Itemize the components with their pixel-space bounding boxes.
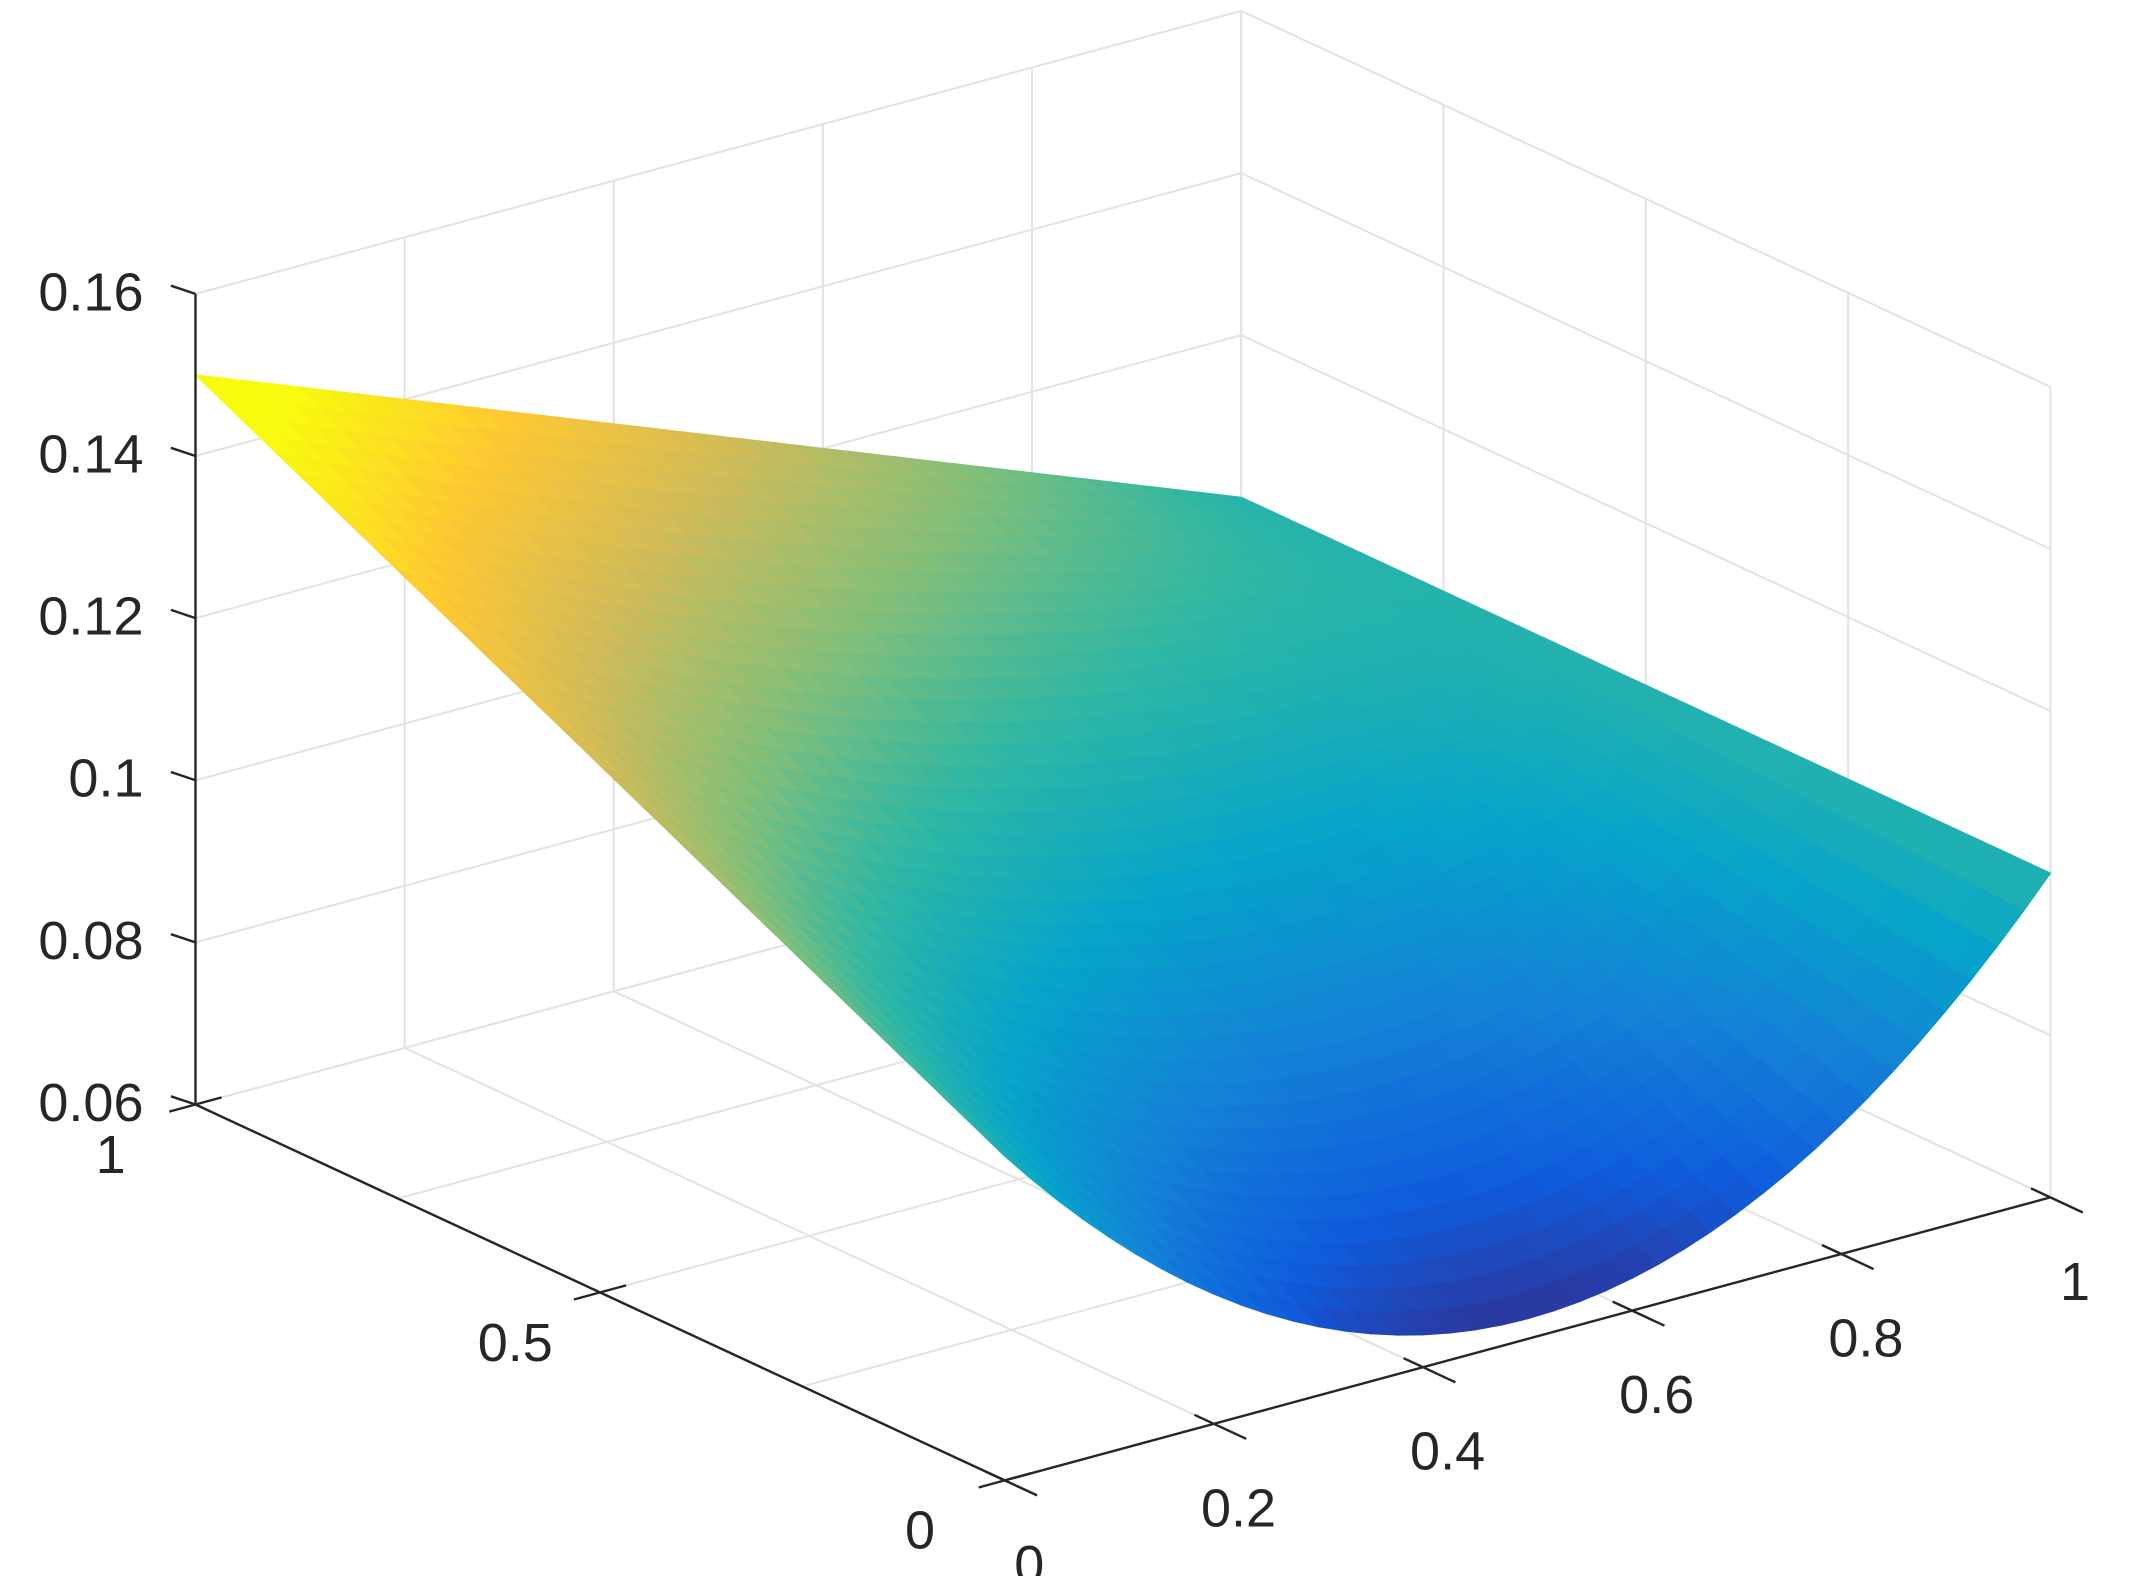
y-tick-label: 1 — [96, 1125, 126, 1185]
y-tick — [168, 1103, 196, 1113]
y-tick-inner — [195, 1096, 222, 1106]
x-tick — [1213, 1422, 1247, 1440]
sidewall-grid-z-5 — [1240, 9, 2051, 388]
x-tick-inner — [1612, 1300, 1633, 1312]
x-tick — [1631, 1309, 1666, 1327]
backwall-grid-z-5 — [195, 9, 1242, 295]
x-tick — [2049, 1196, 2084, 1214]
z-tick — [170, 933, 196, 944]
surface-patch — [2003, 863, 2052, 911]
y-tick-label: 0.5 — [478, 1313, 553, 1373]
x-tick-inner — [1193, 1413, 1215, 1425]
z-tick-label: 0.16 — [38, 262, 143, 322]
y-tick — [573, 1291, 601, 1301]
x-tick-label: 0.8 — [1828, 1309, 1903, 1369]
x-tick-inner — [1403, 1357, 1424, 1369]
z-tick-label: 0.14 — [38, 424, 143, 484]
axes — [168, 284, 2084, 1497]
z-tick-label: 0.08 — [38, 911, 143, 971]
x-tick-inner — [2030, 1187, 2051, 1199]
x-tick-label: 0.4 — [1410, 1422, 1485, 1482]
x-tick-inner — [1821, 1243, 1842, 1256]
x-tick-inner — [984, 1470, 1006, 1482]
y-tick-inner — [599, 1284, 627, 1294]
x-tick-label: 0.6 — [1619, 1365, 1694, 1425]
x-tick-label: 0 — [1014, 1535, 1044, 1576]
sidewall-grid-z-4 — [1240, 172, 2051, 550]
z-tick-label: 0.06 — [38, 1073, 143, 1133]
x-tick — [1840, 1252, 1875, 1271]
sidewall-grid-z-3 — [1240, 334, 2051, 713]
z-tick — [170, 608, 196, 620]
surface-plot — [193, 374, 2052, 1336]
z-tick-label: 0.1 — [68, 749, 143, 809]
x-tick-label: 0.2 — [1201, 1478, 1276, 1538]
z-tick — [170, 1095, 196, 1106]
z-tick — [170, 770, 196, 782]
z-tick-label: 0.12 — [38, 587, 143, 647]
z-tick — [170, 284, 196, 296]
y-tick-inner — [1004, 1472, 1032, 1482]
z-tick — [170, 446, 196, 458]
tick-labels: 00.20.40.60.8100.510.060.080.10.120.140.… — [38, 262, 2090, 1581]
y-tick-label: 0 — [905, 1501, 935, 1561]
x-tick — [1422, 1366, 1456, 1384]
x-tick — [1004, 1479, 1038, 1497]
y-tick — [978, 1479, 1006, 1489]
x-axis-line — [1004, 1196, 2051, 1482]
x-tick-label: 1 — [2060, 1252, 2090, 1312]
